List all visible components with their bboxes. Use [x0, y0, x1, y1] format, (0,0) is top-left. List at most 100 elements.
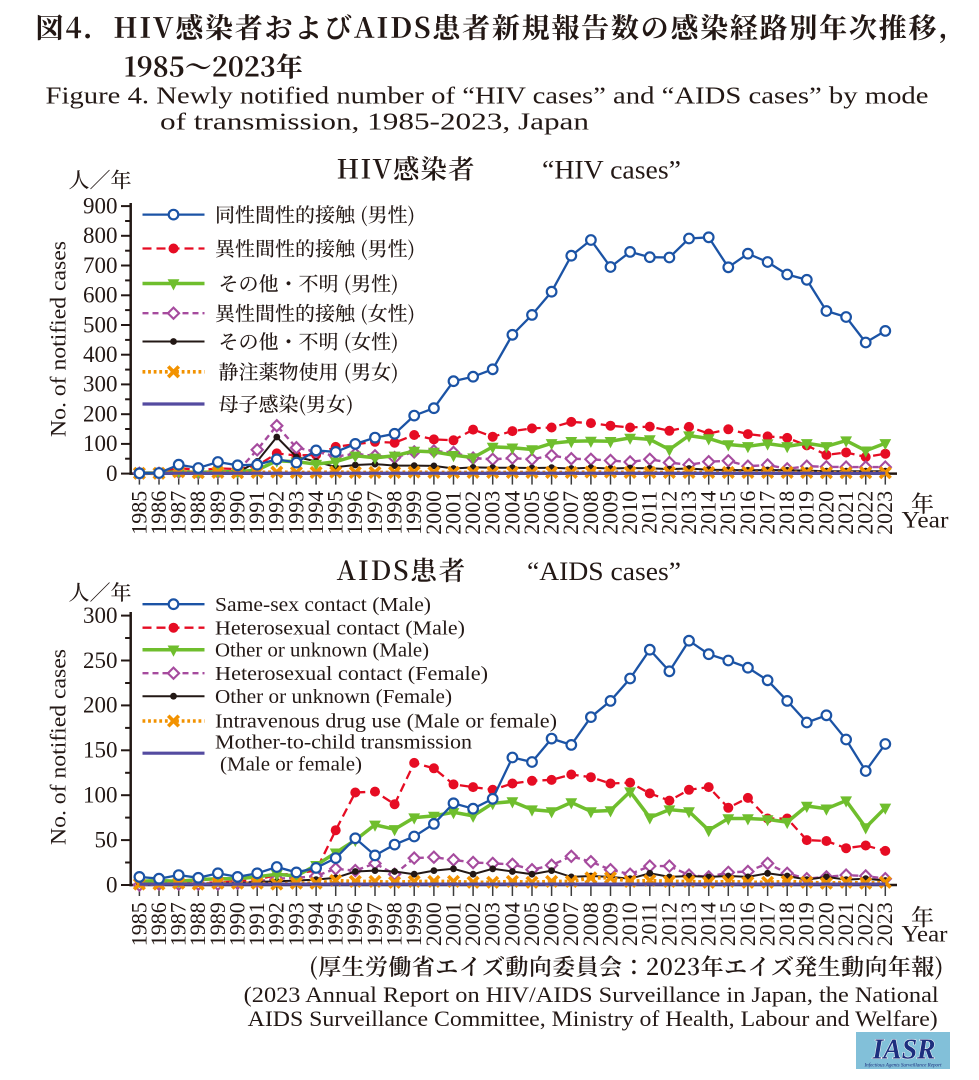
svg-text:2021: 2021 [833, 491, 858, 535]
svg-text:1999: 1999 [401, 491, 426, 535]
svg-text:2013: 2013 [676, 491, 701, 535]
svg-text:1994: 1994 [303, 902, 328, 946]
svg-text:(2023 Annual Report on HIV/AID: (2023 Annual Report on HIV/AIDS Surveill… [244, 982, 939, 1007]
svg-text:1998: 1998 [382, 491, 407, 535]
svg-text:2019: 2019 [794, 902, 819, 946]
svg-text:1991: 1991 [244, 491, 269, 535]
svg-text:1999: 1999 [401, 902, 426, 946]
svg-text:2000: 2000 [421, 902, 446, 946]
svg-text:1986: 1986 [146, 902, 171, 946]
svg-text:Heterosexual contact (Male): Heterosexual contact (Male) [215, 617, 465, 639]
svg-text:2014: 2014 [696, 491, 721, 535]
svg-text:800: 800 [83, 223, 118, 248]
svg-text:2000: 2000 [421, 491, 446, 535]
svg-text:2014: 2014 [696, 902, 721, 946]
svg-text:2016: 2016 [735, 491, 760, 535]
svg-text:0: 0 [106, 461, 118, 486]
svg-text:0: 0 [106, 872, 118, 897]
svg-text:IASR: IASR [872, 1034, 936, 1066]
svg-text:2020: 2020 [813, 902, 838, 946]
svg-text:1990: 1990 [225, 902, 250, 946]
svg-text:1992: 1992 [264, 491, 289, 535]
svg-text:1998: 1998 [382, 902, 407, 946]
svg-text:2003: 2003 [480, 902, 505, 946]
svg-text:of transmission, 1985-2023, Ja: of transmission, 1985-2023, Japan [160, 110, 589, 136]
svg-text:2012: 2012 [656, 902, 681, 946]
svg-text:1997: 1997 [362, 902, 387, 946]
svg-text:50: 50 [95, 827, 118, 852]
svg-text:Heterosexual contact (Female): Heterosexual contact (Female) [215, 663, 488, 685]
svg-text:1993: 1993 [283, 902, 308, 946]
svg-text:2001: 2001 [440, 491, 465, 535]
svg-text:2022: 2022 [853, 902, 878, 946]
svg-text:1993: 1993 [283, 491, 308, 535]
svg-text:1987: 1987 [166, 902, 191, 946]
svg-text:2019: 2019 [794, 491, 819, 535]
svg-text:1986: 1986 [146, 491, 171, 535]
svg-text:2010: 2010 [617, 902, 642, 946]
svg-text:1989: 1989 [205, 491, 230, 535]
svg-text:No. of notified cases: No. of notified cases [46, 649, 71, 845]
svg-text:2002: 2002 [460, 491, 485, 535]
svg-text:600: 600 [83, 283, 118, 308]
svg-text:150: 150 [83, 738, 118, 763]
svg-text:900: 900 [83, 193, 118, 218]
svg-text:Same-sex contact (Male): Same-sex contact (Male) [215, 594, 431, 616]
svg-text:“HIV cases”: “HIV cases” [542, 156, 681, 185]
svg-text:2023: 2023 [872, 902, 897, 946]
svg-text:Other or unknown (Female): Other or unknown (Female) [215, 686, 452, 708]
svg-text:(Male or female): (Male or female) [220, 754, 362, 776]
svg-text:2018: 2018 [774, 902, 799, 946]
svg-text:2002: 2002 [460, 902, 485, 946]
svg-text:250: 250 [83, 648, 118, 673]
svg-text:2018: 2018 [774, 491, 799, 535]
svg-text:2005: 2005 [519, 491, 544, 535]
svg-text:1987: 1987 [166, 491, 191, 535]
svg-text:1996: 1996 [342, 902, 367, 946]
svg-text:2005: 2005 [519, 902, 544, 946]
svg-text:2008: 2008 [578, 491, 603, 535]
svg-text:700: 700 [83, 253, 118, 278]
svg-text:1995: 1995 [323, 902, 348, 946]
svg-text:200: 200 [83, 402, 118, 427]
svg-text:Mother-to-child transmission: Mother-to-child transmission [215, 732, 472, 754]
svg-text:1994: 1994 [303, 491, 328, 535]
svg-text:2013: 2013 [676, 902, 701, 946]
svg-text:2015: 2015 [715, 491, 740, 535]
svg-text:Intravenous drug use (Male or: Intravenous drug use (Male or female) [215, 711, 557, 733]
svg-text:2016: 2016 [735, 902, 760, 946]
svg-text:100: 100 [83, 783, 118, 808]
svg-text:1997: 1997 [362, 491, 387, 535]
svg-text:2011: 2011 [637, 491, 662, 534]
svg-text:2006: 2006 [539, 902, 564, 946]
svg-text:1988: 1988 [185, 491, 210, 535]
svg-text:1991: 1991 [244, 902, 269, 946]
svg-text:1989: 1989 [205, 902, 230, 946]
svg-text:1985: 1985 [126, 902, 151, 946]
svg-text:2011: 2011 [637, 902, 662, 945]
svg-text:Infectious Agents Surveillance: Infectious Agents Surveillance Report [863, 1062, 942, 1069]
svg-text:300: 300 [83, 603, 118, 628]
svg-text:2008: 2008 [578, 902, 603, 946]
svg-text:2023: 2023 [872, 491, 897, 535]
svg-text:Figure 4. Newly notified numbe: Figure 4. Newly notified number of “HIV … [46, 84, 929, 110]
svg-text:2015: 2015 [715, 902, 740, 946]
svg-text:1996: 1996 [342, 491, 367, 535]
svg-text:1995: 1995 [323, 491, 348, 535]
svg-text:2004: 2004 [499, 902, 524, 946]
svg-text:Other or unknown (Male): Other or unknown (Male) [215, 639, 429, 661]
svg-text:2004: 2004 [499, 491, 524, 535]
svg-text:2017: 2017 [755, 491, 780, 535]
svg-text:300: 300 [83, 372, 118, 397]
svg-text:No. of notified cases: No. of notified cases [46, 241, 71, 437]
svg-text:2017: 2017 [755, 902, 780, 946]
svg-text:2020: 2020 [813, 491, 838, 535]
svg-text:2007: 2007 [558, 491, 583, 535]
svg-text:1988: 1988 [185, 902, 210, 946]
svg-text:500: 500 [83, 312, 118, 337]
svg-text:1985: 1985 [126, 491, 151, 535]
svg-text:2006: 2006 [539, 491, 564, 535]
svg-text:2012: 2012 [656, 491, 681, 535]
svg-text:AIDS Surveillance Committee, M: AIDS Surveillance Committee, Ministry of… [248, 1006, 938, 1031]
svg-text:Year: Year [902, 922, 948, 947]
